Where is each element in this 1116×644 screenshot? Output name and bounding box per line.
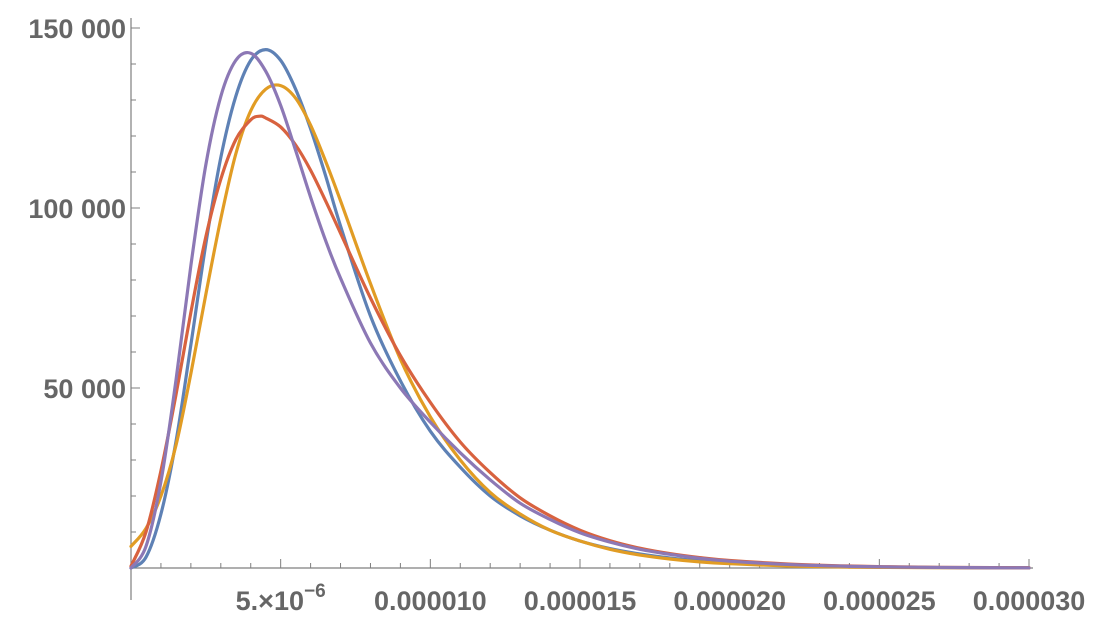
x-tick-label: 0.000030 <box>973 586 1086 616</box>
series-lines <box>129 48 1031 570</box>
x-tick-label: 0.000025 <box>823 586 936 616</box>
x-tick-label: 0.000020 <box>673 586 786 616</box>
series-line-4 <box>129 50 1031 570</box>
axes <box>130 18 1033 600</box>
x-tick-label: 0.000010 <box>374 586 487 616</box>
x-tick-label: 5.×10−6 <box>236 581 326 616</box>
y-tick-label: 100 000 <box>28 194 126 224</box>
y-tick-label: 150 000 <box>28 14 126 44</box>
x-tick-label-exponent: −6 <box>304 581 326 602</box>
series-line-1 <box>129 48 1031 570</box>
tick-labels: 50 000 100 000 150 000 5.×10−6 0.000010 0.000… <box>28 14 1085 616</box>
series-line-3 <box>129 114 1031 570</box>
x-tick-label: 0.000015 <box>524 586 637 616</box>
y-tick-label: 50 000 <box>43 374 126 404</box>
series-line-2 <box>129 83 1031 570</box>
ticks <box>131 27 1030 568</box>
